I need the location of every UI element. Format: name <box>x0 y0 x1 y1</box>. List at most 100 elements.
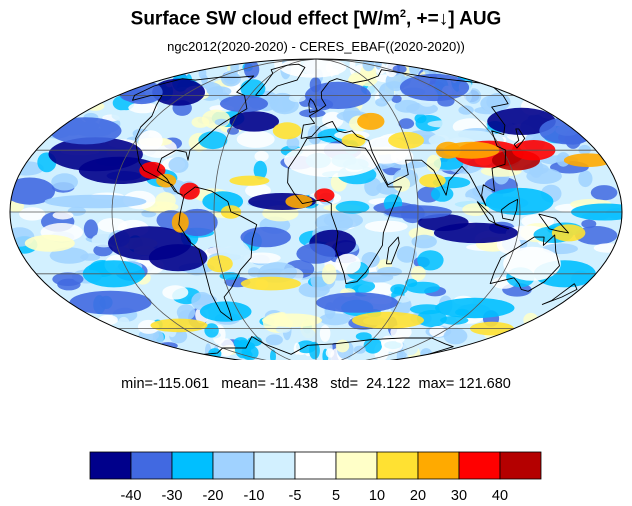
colorbar-box <box>335 451 378 480</box>
field-patch <box>10 177 55 205</box>
colorbar-tick-label: 10 <box>369 488 385 504</box>
field-patch <box>83 219 98 239</box>
stat-max-label: max= <box>418 376 455 392</box>
field-patch <box>319 325 331 342</box>
field-patch <box>49 247 89 264</box>
field-patch <box>319 313 351 326</box>
field-patch <box>218 338 235 357</box>
coastline-greenland <box>255 63 306 96</box>
field-patch <box>419 173 446 188</box>
colorbar-box <box>499 451 542 480</box>
colorbar-box <box>212 451 255 480</box>
statistics-line: min=-115.061 mean= -11.438 std= 24.122 m… <box>0 376 632 392</box>
field-patch <box>162 285 189 300</box>
field-patch <box>240 276 301 291</box>
coastline-indonesia <box>476 201 510 230</box>
field-patch <box>286 136 300 150</box>
field-patch <box>355 332 372 341</box>
field-patch <box>171 212 189 233</box>
field-patch <box>19 207 46 221</box>
field-patch <box>214 118 229 126</box>
field-patch <box>275 325 291 333</box>
field-patch <box>581 219 597 229</box>
field-patch <box>199 301 252 322</box>
colorbar-tick-label: 5 <box>332 488 340 504</box>
field-patch <box>335 200 370 214</box>
stat-min-label: min= <box>121 376 153 392</box>
field-patch <box>243 60 260 79</box>
world-map <box>9 58 623 360</box>
field-patch <box>357 112 385 130</box>
field-patch <box>378 83 395 102</box>
colorbar-tick-label: -20 <box>203 488 224 504</box>
colorbar-tick-label: -10 <box>244 488 265 504</box>
field-patch <box>265 334 283 346</box>
field-patch <box>361 251 380 268</box>
field-patch <box>427 120 460 128</box>
field-patch <box>247 267 261 277</box>
field-patch <box>245 183 271 198</box>
field-patch <box>138 130 163 151</box>
colorbar-box <box>253 451 296 480</box>
field-patch <box>242 350 253 360</box>
field-patch <box>298 328 316 341</box>
field-patch <box>51 173 78 191</box>
map-border <box>9 58 623 360</box>
field-patch <box>299 109 326 118</box>
colorbar-box <box>89 451 132 480</box>
colorbar-tick-label: -5 <box>289 488 302 504</box>
field-patch <box>52 272 84 287</box>
stat-min-value: -115.061 <box>152 376 210 392</box>
colorbar-box <box>458 451 501 480</box>
field-patch <box>168 157 189 173</box>
field-patch <box>440 315 469 325</box>
field-patch <box>417 250 444 271</box>
stat-std-value: 24.122 <box>366 376 411 392</box>
field-patch <box>93 244 113 257</box>
field-patch <box>316 292 399 313</box>
colorbar-tick-label: 30 <box>451 488 467 504</box>
field-patch <box>307 125 323 145</box>
field-patch <box>443 327 468 345</box>
stat-max-value: 121.680 <box>458 376 511 392</box>
field-patch <box>148 244 208 272</box>
field-patch <box>433 157 464 170</box>
plot-title: Surface SW cloud effect [W/m2, +=↓] AUG <box>0 8 632 30</box>
field-patch <box>155 192 176 210</box>
field-patch <box>44 194 147 209</box>
field-patch <box>405 281 440 294</box>
coastline-eurasia <box>300 69 509 207</box>
field-patch <box>335 253 361 274</box>
coastline-borneo <box>500 198 519 221</box>
field-patch <box>325 348 335 358</box>
field-patch <box>176 208 218 237</box>
meridian-line <box>315 59 419 360</box>
field-patch <box>398 118 415 129</box>
field-patch <box>575 226 618 245</box>
field-patch <box>229 111 279 132</box>
field-patch <box>284 143 380 178</box>
field-patch <box>152 330 164 346</box>
field-patch <box>117 316 130 331</box>
title-superscript: 2 <box>399 8 406 20</box>
field-patch <box>314 188 335 202</box>
field-patch <box>414 113 427 124</box>
field-patch <box>253 160 267 180</box>
meridian-line <box>213 59 317 360</box>
field-patch <box>296 340 317 354</box>
coastline-south-america <box>178 186 258 321</box>
title-main: Surface SW cloud effect [W/m <box>130 8 400 30</box>
colorbar-tick-label: 20 <box>410 488 426 504</box>
field-patch <box>229 175 270 186</box>
colorbar-box <box>376 451 419 480</box>
field-patch <box>416 310 447 327</box>
field-patch <box>69 290 152 315</box>
field-patch <box>207 86 232 97</box>
field-patch <box>52 211 74 220</box>
field-patch <box>128 102 158 114</box>
stat-mean-label: mean= <box>221 376 266 392</box>
field-patch <box>288 94 306 103</box>
colorbar-box <box>130 451 173 480</box>
cloud-effect-field <box>10 59 622 360</box>
